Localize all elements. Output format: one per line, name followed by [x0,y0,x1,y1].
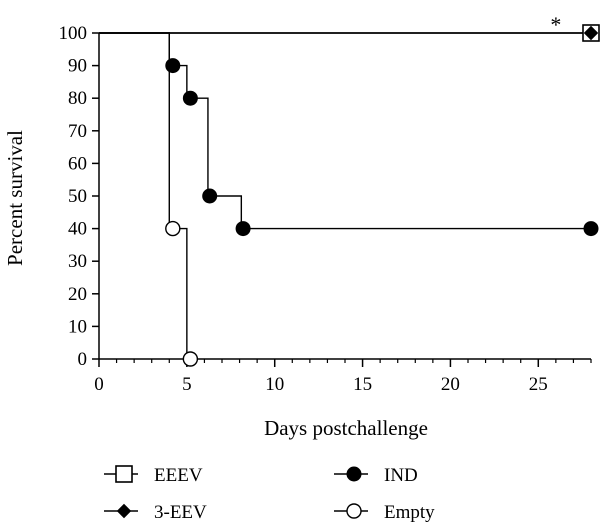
legend: EEEV 3-EEV IND Empty [104,465,435,523]
legend-label: EEEV [154,465,203,486]
annotation-layer: * [550,12,561,37]
legend-label: Empty [384,502,435,523]
y-tick-label: 10 [68,316,87,337]
y-tick-label: 90 [68,56,87,77]
legend-item-eeev: EEEV [104,465,203,486]
legend-label: 3-EEV [154,502,207,523]
significance-asterisk: * [550,12,561,37]
legend-item-empty: Empty [334,502,435,523]
y-tick-label: 40 [68,219,87,240]
legend-item-ind: IND [334,465,418,486]
y-axis-title: Percent survival [3,130,27,266]
data-point-ind [583,221,599,237]
legend-item-3-eev: 3-EEV [104,502,207,523]
data-point-ind [202,188,218,204]
y-tick-label: 70 [68,121,87,142]
y-tick-label: 80 [68,88,87,109]
y-tick-label: 30 [68,251,87,272]
series-line-empty [99,32,188,359]
series-layer [99,24,600,367]
x-tick-label: 5 [182,374,192,395]
legend-marker [115,465,133,483]
legend-label: IND [384,465,418,486]
y-tick-label: 60 [68,153,87,174]
x-tick-label: 25 [529,374,548,395]
y-tick-label: 20 [68,284,87,305]
data-point-empty [165,220,181,237]
x-tick-label: 15 [353,374,372,395]
legend-marker [346,466,362,482]
data-point-ind [165,58,181,74]
x-tick-label: 0 [94,374,104,395]
y-tick-label: 100 [59,23,88,44]
y-tick-label: 50 [68,186,87,207]
legend-marker [116,503,132,519]
x-tick-label: 20 [441,374,460,395]
legend-marker [346,503,362,519]
data-point-ind [235,221,251,237]
data-point-ind [182,90,198,106]
data-point-empty [182,351,199,367]
data-point-3-eev [583,25,599,41]
x-axis-title: Days postchallenge [264,416,428,440]
axes: 0 10 20 30 40 50 60 70 80 90 100 0 5 10 15 20 25 [59,23,592,395]
y-tick-label: 0 [78,349,88,370]
x-tick-label: 10 [265,374,284,395]
